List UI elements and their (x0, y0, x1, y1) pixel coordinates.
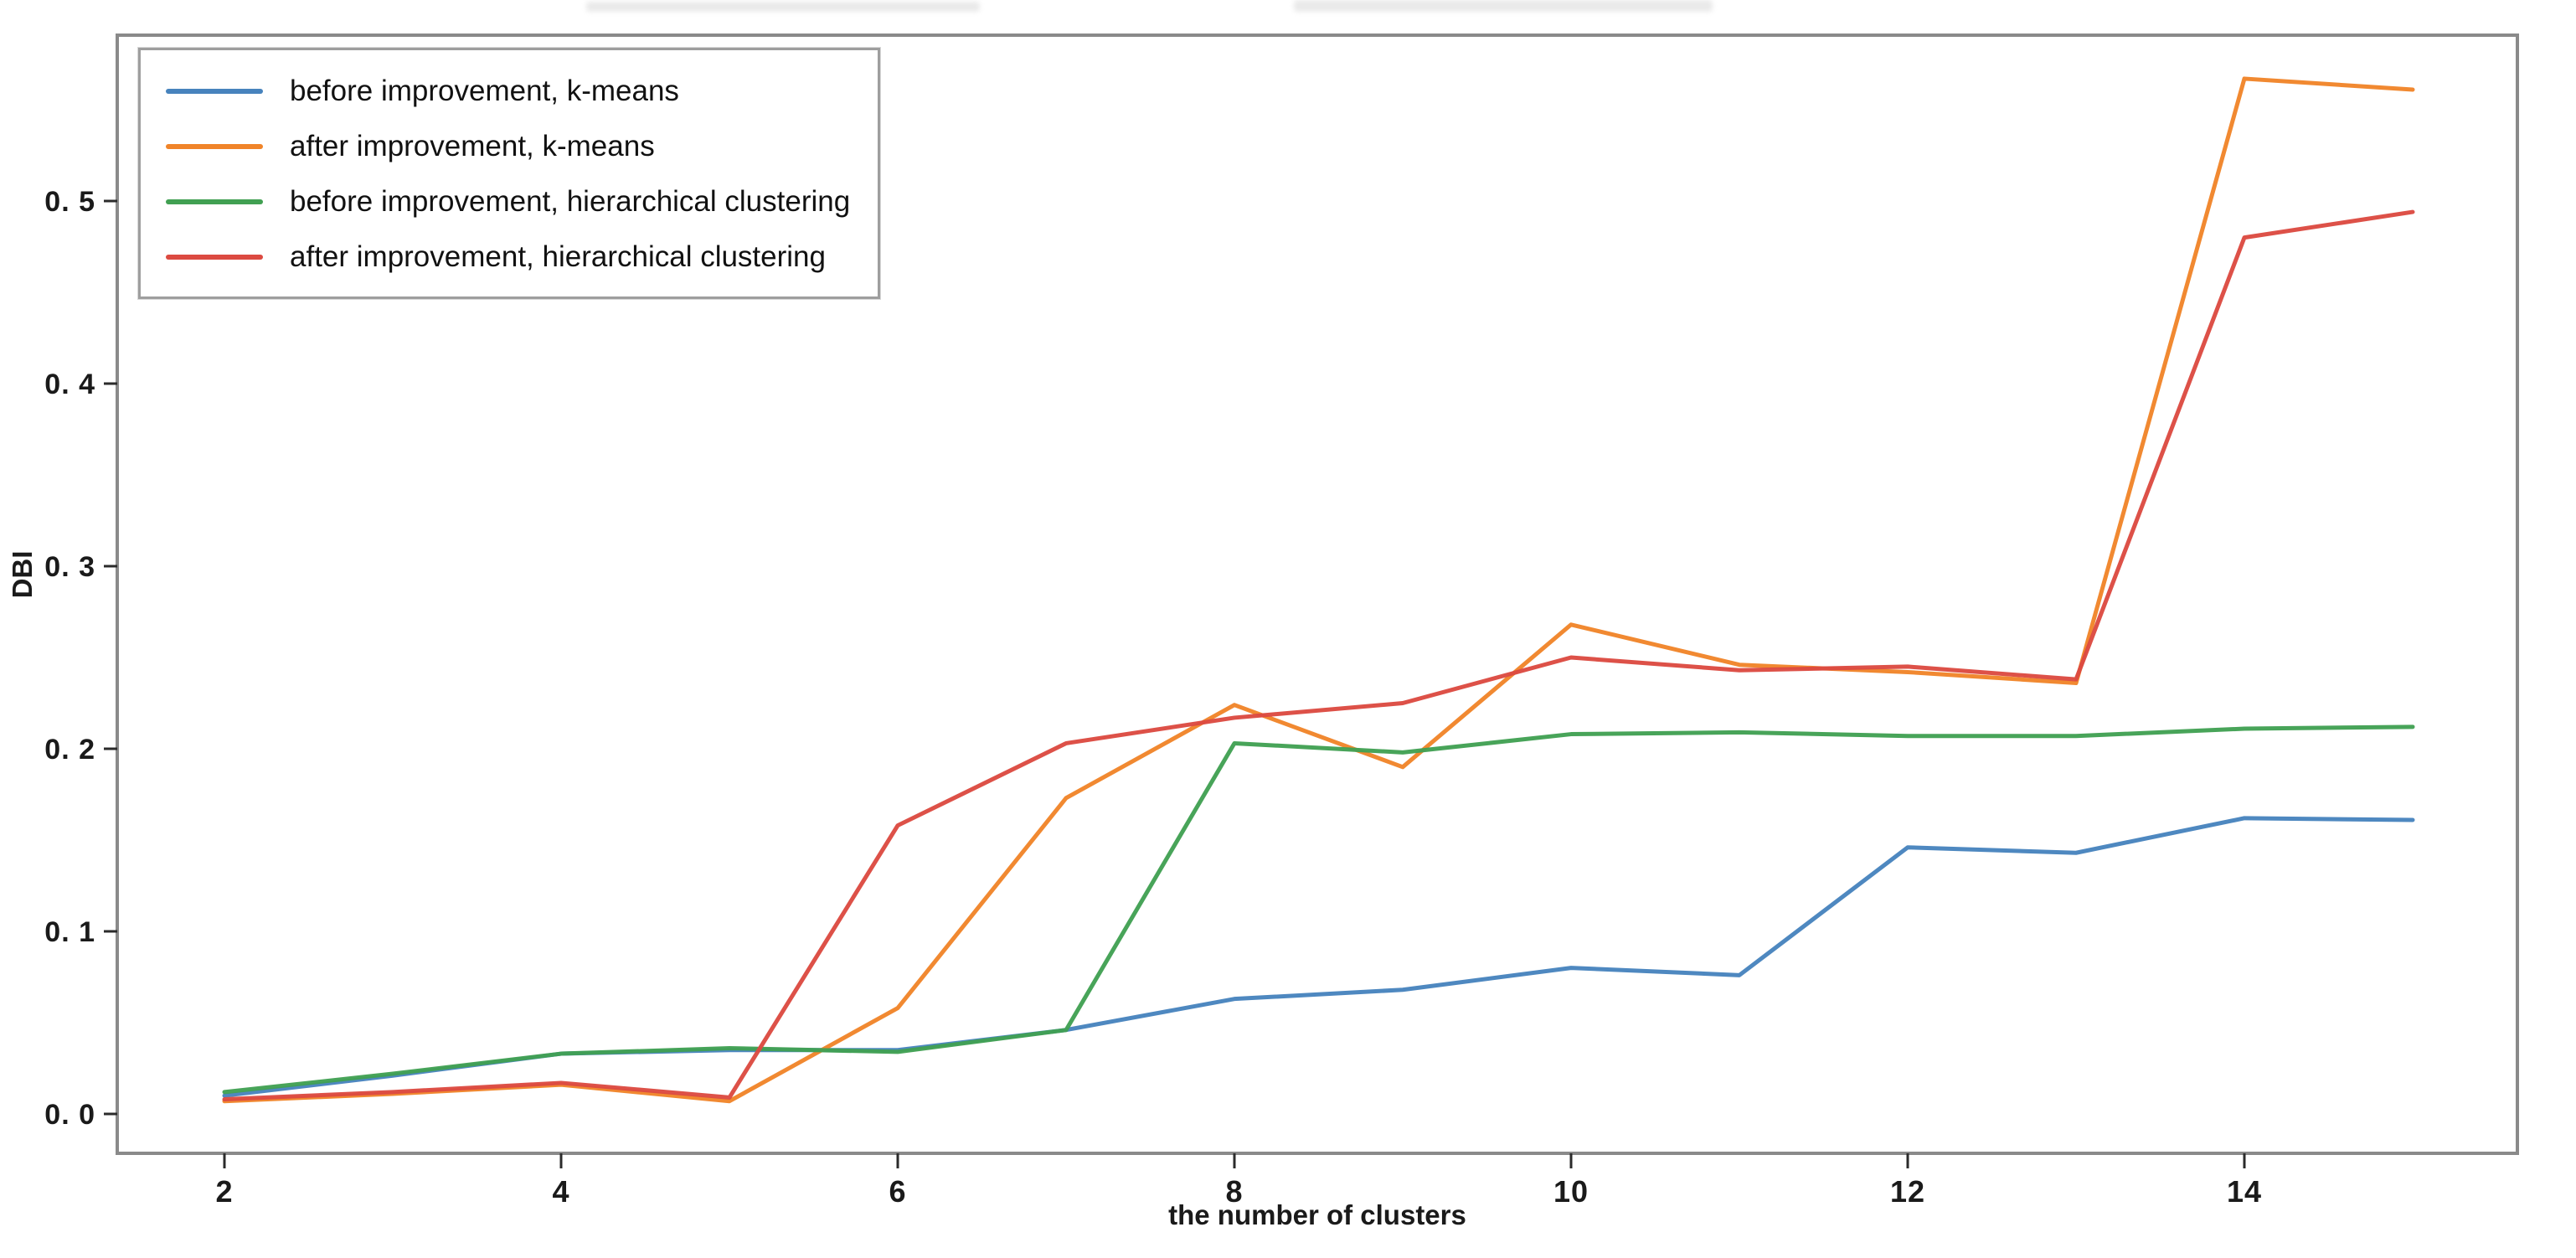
x-tick-label: 8 (1225, 1174, 1243, 1209)
legend-item: after improvement, k-means (166, 119, 856, 174)
x-tick-label: 4 (552, 1174, 569, 1209)
legend-label: before improvement, hierarchical cluster… (290, 185, 851, 218)
y-tick-label: 0. 0 (44, 1099, 95, 1131)
legend-swatch (166, 255, 263, 260)
legend-label: after improvement, hierarchical clusteri… (290, 240, 826, 273)
series-lines (222, 76, 2415, 1104)
x-tick-label: 2 (215, 1174, 233, 1209)
scan-artifact (586, 2, 980, 12)
series-line-before-improvement-hierarchical-clustering (222, 724, 2415, 1095)
y-tick-label: 0. 4 (44, 369, 95, 400)
y-axis-ticks: 0. 0 0. 1 0. 2 0. 3 0. 4 0. 5 (44, 186, 117, 1131)
x-tick-label: 10 (1553, 1174, 1589, 1209)
x-tick-label: 14 (2227, 1174, 2262, 1209)
y-tick-label: 0. 2 (44, 734, 95, 766)
legend-item: before improvement, hierarchical cluster… (166, 174, 856, 229)
x-tick-label: 12 (1890, 1174, 1925, 1209)
x-axis-title: the number of clusters (1168, 1199, 1466, 1230)
series-line-after-improvement-k-means (222, 76, 2415, 1104)
legend-swatch (166, 199, 263, 204)
y-tick-label: 0. 1 (44, 916, 95, 948)
x-axis-ticks: 2 4 6 8 10 12 14 (215, 1153, 2262, 1209)
series-line-after-improvement-hierarchical-clustering (222, 209, 2415, 1102)
legend-label: after improvement, k-means (290, 130, 655, 162)
legend: before improvement, k-means after improve… (138, 48, 880, 299)
legend-swatch (166, 89, 263, 94)
y-axis-title: DBI (7, 551, 38, 599)
plot-area-border (116, 34, 2519, 1155)
legend-label: before improvement, k-means (290, 75, 679, 107)
legend-item: before improvement, k-means (166, 64, 856, 119)
y-tick-label: 0. 3 (44, 551, 95, 583)
y-tick-label: 0. 5 (44, 186, 95, 218)
legend-item: after improvement, hierarchical clusteri… (166, 229, 856, 285)
scan-artifact (1294, 0, 1713, 12)
x-tick-label: 6 (889, 1174, 906, 1209)
legend-swatch (166, 144, 263, 149)
